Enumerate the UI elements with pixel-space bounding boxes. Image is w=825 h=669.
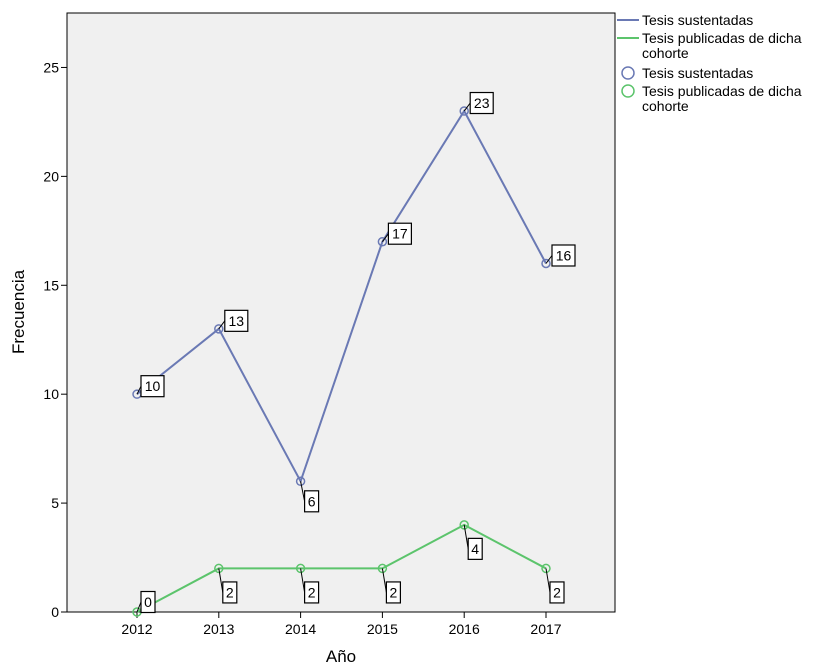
series-line-1 bbox=[136, 523, 547, 613]
data-point bbox=[459, 106, 469, 116]
data-label: 23 bbox=[463, 91, 494, 115]
data-label: 2 bbox=[381, 568, 401, 604]
svg-text:2: 2 bbox=[308, 584, 316, 600]
x-tick-label: 2012 bbox=[121, 621, 152, 637]
svg-text:10: 10 bbox=[145, 378, 161, 394]
series-layer bbox=[132, 106, 551, 617]
svg-text:cohorte: cohorte bbox=[642, 98, 689, 114]
x-tick-label: 2015 bbox=[367, 621, 398, 637]
x-tick-label: 2016 bbox=[449, 621, 480, 637]
series-line-0 bbox=[136, 109, 547, 484]
y-tick-label: 0 bbox=[51, 604, 59, 620]
data-point bbox=[541, 258, 551, 269]
y-tick-label: 15 bbox=[43, 277, 59, 293]
svg-text:13: 13 bbox=[229, 313, 245, 329]
y-axis-title: Frecuencia bbox=[9, 269, 28, 354]
data-label: 13 bbox=[218, 309, 249, 332]
svg-text:6: 6 bbox=[308, 493, 316, 509]
data-label: 2 bbox=[218, 568, 238, 604]
y-tick-label: 25 bbox=[43, 59, 59, 75]
svg-text:2: 2 bbox=[390, 584, 398, 600]
data-point bbox=[295, 563, 306, 574]
svg-text:16: 16 bbox=[556, 247, 572, 263]
data-labels: 10 13 6 17 23 16 0 2 2 2 4 2 bbox=[136, 91, 576, 614]
legend-marker-entry: Tesis sustentadas bbox=[621, 65, 753, 81]
y-tick-label: 5 bbox=[51, 495, 59, 511]
svg-text:Tesis sustentadas: Tesis sustentadas bbox=[642, 12, 753, 28]
data-point bbox=[377, 563, 388, 574]
y-axis: 0 5 10 15 20 25 bbox=[43, 59, 67, 620]
data-point bbox=[295, 476, 306, 487]
data-point bbox=[541, 563, 551, 574]
x-tick-label: 2013 bbox=[203, 621, 234, 637]
svg-text:Tesis publicadas de dicha: Tesis publicadas de dicha bbox=[642, 83, 802, 99]
svg-text:4: 4 bbox=[471, 541, 479, 557]
data-label: 2 bbox=[545, 568, 565, 604]
x-axis: 2012 2013 2014 2015 2016 2017 bbox=[121, 612, 562, 637]
data-label: 6 bbox=[300, 481, 320, 513]
data-label: 10 bbox=[136, 375, 165, 398]
data-label: 16 bbox=[545, 244, 576, 267]
svg-text:2: 2 bbox=[226, 584, 234, 600]
data-point bbox=[377, 236, 388, 247]
legend-line-entry: Tesis sustentadas bbox=[617, 12, 753, 28]
svg-text:Tesis sustentadas: Tesis sustentadas bbox=[642, 65, 753, 81]
svg-text:0: 0 bbox=[144, 594, 152, 610]
data-label: 17 bbox=[381, 222, 412, 245]
data-point bbox=[214, 563, 224, 574]
svg-text:Tesis publicadas de dicha: Tesis publicadas de dicha bbox=[642, 30, 802, 46]
y-tick-label: 20 bbox=[43, 168, 59, 184]
data-label: 2 bbox=[300, 568, 320, 604]
svg-text:17: 17 bbox=[392, 226, 408, 242]
y-tick-label: 10 bbox=[43, 386, 59, 402]
svg-text:cohorte: cohorte bbox=[642, 45, 689, 61]
plot-area bbox=[66, 12, 616, 613]
x-axis-title: Año bbox=[326, 647, 356, 666]
data-label: 4 bbox=[463, 524, 483, 560]
x-tick-label: 2017 bbox=[530, 621, 561, 637]
svg-text:2: 2 bbox=[553, 584, 561, 600]
data-point bbox=[214, 324, 224, 334]
svg-text:23: 23 bbox=[474, 95, 490, 111]
data-point bbox=[459, 520, 469, 530]
data-label: 0 bbox=[136, 590, 156, 614]
legend: Tesis sustentadas Tesis publicadas de dic… bbox=[617, 12, 802, 114]
x-tick-label: 2014 bbox=[285, 621, 316, 637]
